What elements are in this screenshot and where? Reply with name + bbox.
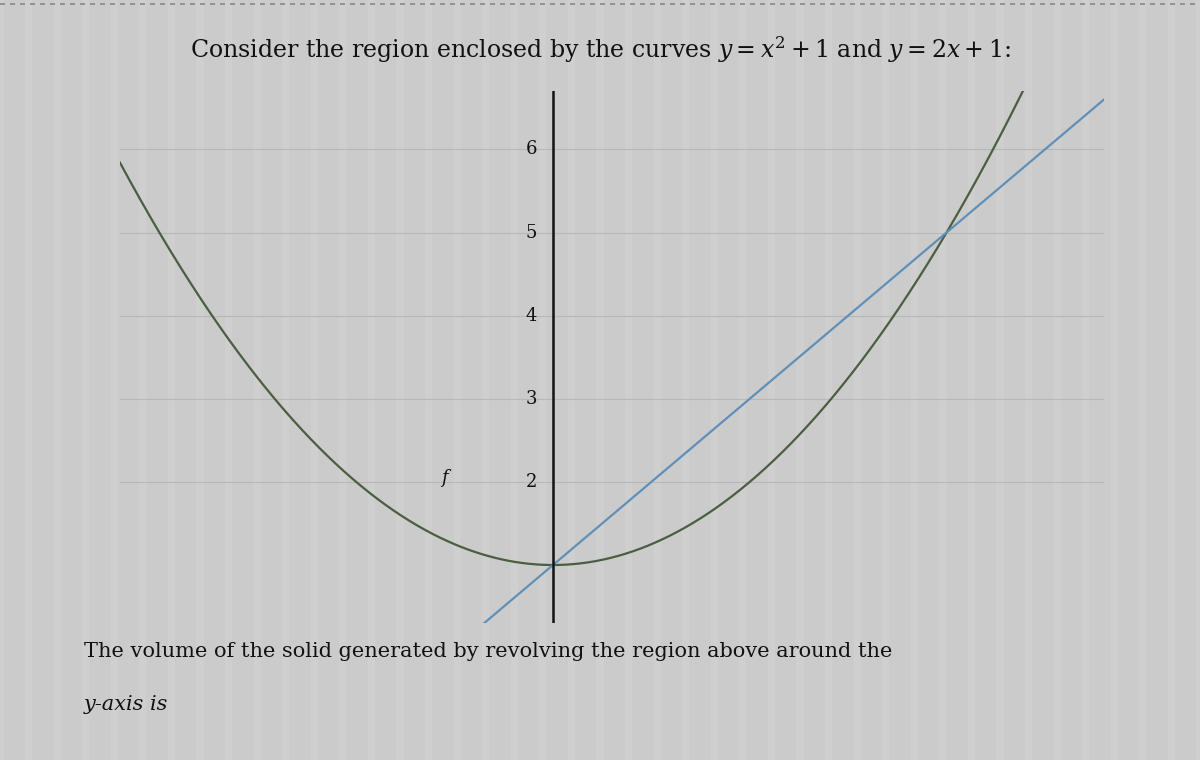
Bar bbox=[311, 0, 318, 760]
Text: Consider the region enclosed by the curves $y = x^2 + 1$ and $y = 2x + 1$:: Consider the region enclosed by the curv… bbox=[190, 34, 1010, 65]
Bar bbox=[340, 0, 347, 760]
Bar bbox=[853, 0, 860, 760]
Bar bbox=[25, 0, 32, 760]
Bar bbox=[1082, 0, 1090, 760]
Bar bbox=[454, 0, 461, 760]
Text: f: f bbox=[442, 469, 448, 486]
Bar bbox=[1111, 0, 1118, 760]
Bar bbox=[511, 0, 518, 760]
Bar bbox=[911, 0, 918, 760]
Bar bbox=[224, 0, 232, 760]
Text: The volume of the solid generated by revolving the region above around the: The volume of the solid generated by rev… bbox=[84, 642, 893, 661]
Bar bbox=[396, 0, 403, 760]
Bar bbox=[253, 0, 260, 760]
Bar bbox=[568, 0, 575, 760]
Text: 4: 4 bbox=[526, 306, 538, 325]
Bar bbox=[0, 0, 4, 760]
Bar bbox=[654, 0, 661, 760]
Bar bbox=[139, 0, 146, 760]
Bar bbox=[968, 0, 976, 760]
Bar bbox=[539, 0, 546, 760]
Bar bbox=[282, 0, 289, 760]
Text: 3: 3 bbox=[526, 390, 538, 408]
Bar bbox=[940, 0, 947, 760]
Bar bbox=[482, 0, 490, 760]
Text: 2: 2 bbox=[526, 473, 538, 491]
Bar bbox=[682, 0, 689, 760]
Bar bbox=[197, 0, 204, 760]
Text: 6: 6 bbox=[526, 141, 538, 158]
Bar bbox=[82, 0, 89, 760]
Bar bbox=[596, 0, 604, 760]
Bar bbox=[768, 0, 775, 760]
Bar bbox=[739, 0, 746, 760]
Bar bbox=[1025, 0, 1032, 760]
Bar bbox=[1168, 0, 1175, 760]
Text: 5: 5 bbox=[526, 223, 538, 242]
Bar bbox=[797, 0, 804, 760]
Bar bbox=[1054, 0, 1061, 760]
Bar bbox=[710, 0, 718, 760]
Bar bbox=[54, 0, 61, 760]
Bar bbox=[625, 0, 632, 760]
Bar bbox=[996, 0, 1003, 760]
Bar bbox=[824, 0, 832, 760]
Bar bbox=[1196, 0, 1200, 760]
Bar bbox=[368, 0, 376, 760]
Text: y-axis is: y-axis is bbox=[84, 695, 168, 714]
Bar bbox=[110, 0, 118, 760]
Bar bbox=[882, 0, 889, 760]
Bar bbox=[168, 0, 175, 760]
Bar bbox=[425, 0, 432, 760]
Bar bbox=[1139, 0, 1146, 760]
